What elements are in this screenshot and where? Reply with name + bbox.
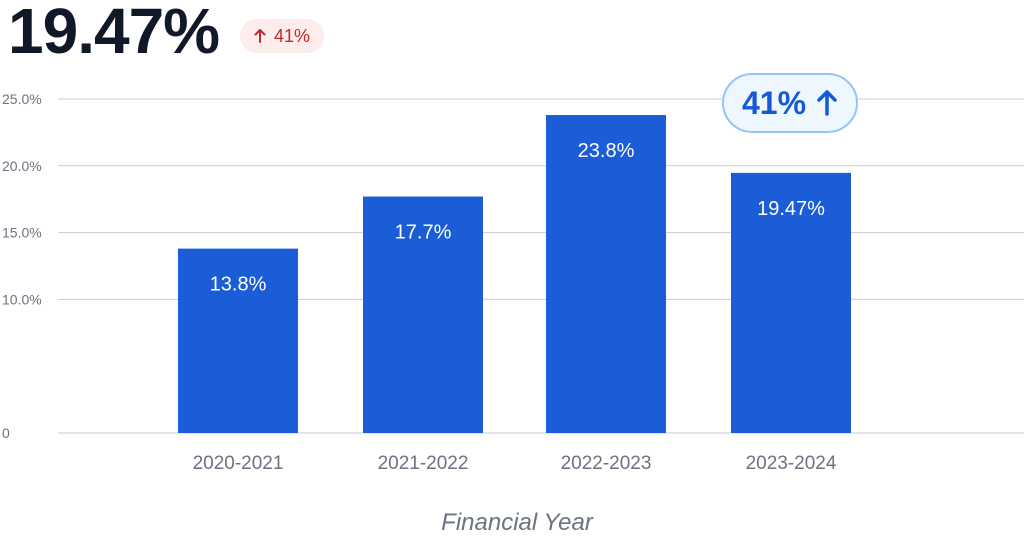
x-tick-label: 2020-2021 — [193, 453, 284, 474]
delta-label: 41% — [274, 25, 311, 46]
data-label: 13.8% — [210, 274, 267, 296]
bar — [178, 248, 298, 433]
change-callout: 41% — [722, 73, 858, 133]
callout-label: 41% — [741, 84, 807, 121]
bar — [363, 196, 483, 433]
y-tick-label: 0 — [2, 425, 10, 441]
data-label: 19.47% — [757, 198, 825, 220]
y-tick-label: 15.0% — [2, 225, 42, 241]
data-label: 17.7% — [395, 222, 452, 244]
x-tick-label: 2023-2024 — [746, 453, 837, 474]
x-tick-label: 2021-2022 — [378, 453, 469, 474]
data-label: 23.8% — [578, 140, 635, 162]
y-tick-label: 25.0% — [2, 91, 42, 107]
bar — [546, 115, 666, 434]
arrow-up-icon — [254, 29, 266, 43]
y-tick-label: 10.0% — [2, 291, 42, 307]
bar — [731, 172, 851, 433]
x-axis-title: Financial Year — [441, 509, 594, 536]
y-tick-label: 20.0% — [2, 158, 42, 174]
delta-badge: 41% — [240, 19, 325, 53]
arrow-up-icon — [817, 90, 837, 116]
x-tick-label: 2022-2023 — [561, 453, 652, 474]
kpi-value: 19.47% — [8, 0, 220, 67]
